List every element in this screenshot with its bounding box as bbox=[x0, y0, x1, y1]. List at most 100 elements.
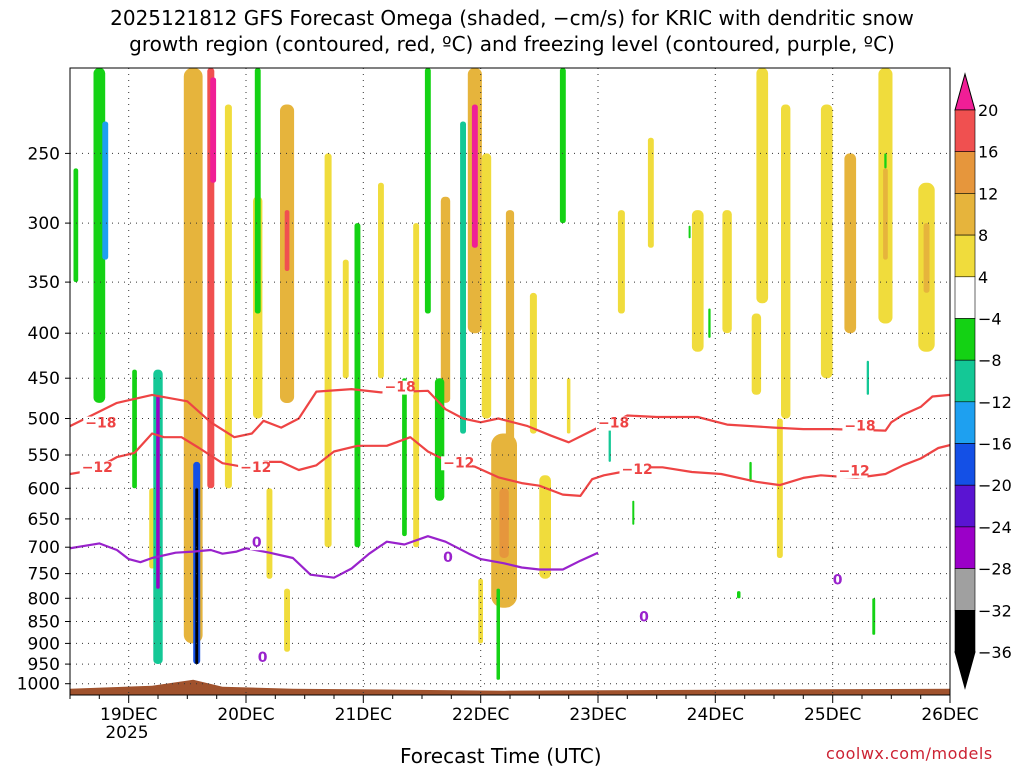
omega-cell-33 bbox=[883, 168, 888, 260]
contour-label-bg-13 bbox=[830, 573, 844, 588]
y-tick-label-700: 700 bbox=[28, 538, 60, 558]
x-tick-label-25DEC: 25DEC bbox=[804, 705, 861, 725]
contour-label-4: −12 bbox=[443, 455, 474, 471]
omega-cell-39 bbox=[93, 68, 106, 403]
omega-cell-7 bbox=[324, 153, 332, 548]
contour-label-bg-7 bbox=[842, 419, 874, 434]
y-tick-label-900: 900 bbox=[28, 634, 60, 654]
omega-cell-60 bbox=[737, 591, 741, 599]
omega-cell-19 bbox=[539, 475, 551, 579]
colorbar-label-4: 4 bbox=[978, 268, 988, 287]
omega-cell-14 bbox=[481, 153, 492, 419]
omega-cell-5 bbox=[284, 210, 290, 271]
y-tick-label-250: 250 bbox=[28, 144, 60, 164]
contour-label-6: −12 bbox=[622, 462, 653, 478]
contour-label-bg-8 bbox=[836, 464, 868, 479]
contour-lines bbox=[70, 388, 950, 579]
colorbar-label-10: −24 bbox=[978, 518, 1012, 537]
omega-cell-37 bbox=[284, 588, 290, 652]
omega-cell-23 bbox=[647, 137, 654, 248]
y-tick-label-400: 400 bbox=[28, 324, 60, 344]
omega-shading bbox=[73, 68, 935, 680]
colorbar: 20 16 12 8 4 −4 −8 −12 −16 −20 −24 −28 −32 −36 bbox=[954, 72, 1012, 690]
omega-cell-10 bbox=[413, 223, 420, 548]
omega-cell-47 bbox=[254, 68, 261, 314]
colorbar-segment-10 bbox=[954, 526, 976, 569]
omega-cell-28 bbox=[781, 104, 791, 419]
colorbar-label-11: −28 bbox=[978, 560, 1012, 579]
y-tick-label-800: 800 bbox=[28, 589, 60, 609]
contour-label-5: −18 bbox=[598, 416, 629, 432]
colorbar-segment-6 bbox=[954, 359, 976, 403]
colorbar-segment-1 bbox=[954, 151, 976, 194]
y-tick-label-950: 950 bbox=[28, 655, 60, 675]
omega-cell-25 bbox=[722, 210, 732, 334]
contour-label-0: −18 bbox=[85, 416, 116, 432]
contour-label-bg-5 bbox=[596, 416, 627, 431]
colorbar-bottom-arrow bbox=[954, 651, 976, 690]
omega-cell-63 bbox=[872, 598, 876, 635]
colorbar-label-1: 16 bbox=[978, 143, 998, 162]
x-tick-label-20DEC: 20DEC bbox=[217, 705, 274, 725]
omega-cell-43 bbox=[156, 394, 160, 589]
omega-cell-52 bbox=[460, 121, 466, 434]
colorbar-label-2: 12 bbox=[978, 184, 998, 203]
colorbar-segment-2 bbox=[954, 193, 976, 236]
chart-title: 2025121812 GFS Forecast Omega (shaded, −… bbox=[110, 6, 914, 30]
omega-cell-49 bbox=[402, 378, 407, 537]
omega-cell-24 bbox=[691, 210, 704, 352]
x-tick-label-23DEC: 23DEC bbox=[569, 705, 626, 725]
omega-cell-35 bbox=[923, 223, 930, 293]
contour-label-2: −12 bbox=[240, 460, 271, 476]
terrain-layer bbox=[70, 679, 950, 695]
omega-cell-2 bbox=[210, 77, 217, 183]
omega-cell-46 bbox=[132, 369, 137, 489]
contour-label-3: −18 bbox=[385, 380, 416, 396]
y-tick-label-500: 500 bbox=[28, 410, 60, 430]
colorbar-segment-8 bbox=[954, 443, 976, 486]
colorbar-label-0: 20 bbox=[978, 101, 998, 120]
omega-cell-27 bbox=[751, 313, 762, 395]
colorbar-label-7: −12 bbox=[978, 393, 1012, 412]
colorbar-segment-0 bbox=[954, 109, 976, 153]
omega-cell-13 bbox=[471, 104, 478, 248]
contour-label-11: 0 bbox=[443, 550, 453, 566]
y-tick-label-300: 300 bbox=[28, 214, 60, 234]
omega-cell-8 bbox=[342, 259, 349, 379]
omega-cell-58 bbox=[708, 308, 711, 338]
colorbar-label-8: −16 bbox=[978, 435, 1012, 454]
y-tick-label-550: 550 bbox=[28, 446, 60, 466]
contour-label-bg-3 bbox=[382, 380, 414, 395]
y-axis: 2503003504004505005506006507007508008509… bbox=[17, 144, 70, 695]
terrain bbox=[70, 679, 950, 695]
omega-cell-57 bbox=[688, 225, 691, 239]
y-tick-label-650: 650 bbox=[28, 510, 60, 530]
x-axis: 19DEC 20DEC 21DEC 22DEC 23DEC 24DEC 25DEC 26DEC bbox=[69, 695, 979, 725]
contour-label-bg-11 bbox=[441, 551, 455, 566]
omega-cell-41 bbox=[73, 168, 79, 283]
colorbar-label-5: −4 bbox=[978, 310, 1002, 329]
omega-cell-22 bbox=[617, 210, 625, 314]
contour-labels: −18 −12 −12 −18 −12 −18 −12 −18 −12 0 0 0 0 0 bbox=[79, 380, 876, 666]
x-year-label: 2025 bbox=[105, 723, 148, 743]
omega-cell-50 bbox=[424, 68, 431, 314]
contour-label-10: 0 bbox=[258, 650, 268, 666]
omega-cell-54 bbox=[559, 68, 566, 224]
colorbar-segment-7 bbox=[954, 401, 976, 444]
colorbar-label-9: −20 bbox=[978, 476, 1012, 495]
contour-minus18 bbox=[70, 388, 950, 444]
contour-label-12: 0 bbox=[639, 610, 649, 626]
omega-cell-45 bbox=[195, 488, 199, 665]
watermark: coolwx.com/models bbox=[826, 744, 993, 763]
colorbar-segment-3 bbox=[954, 234, 976, 278]
omega-cell-9 bbox=[378, 182, 384, 379]
contour-zero bbox=[70, 535, 599, 579]
y-tick-label-850: 850 bbox=[28, 613, 60, 633]
omega-cell-18 bbox=[499, 488, 509, 558]
omega-cell-15 bbox=[505, 210, 515, 455]
omega-cell-59 bbox=[749, 461, 752, 482]
contour-label-7: −18 bbox=[844, 419, 875, 435]
omega-cell-31 bbox=[844, 153, 857, 334]
colorbar-label-13: −36 bbox=[978, 643, 1012, 662]
